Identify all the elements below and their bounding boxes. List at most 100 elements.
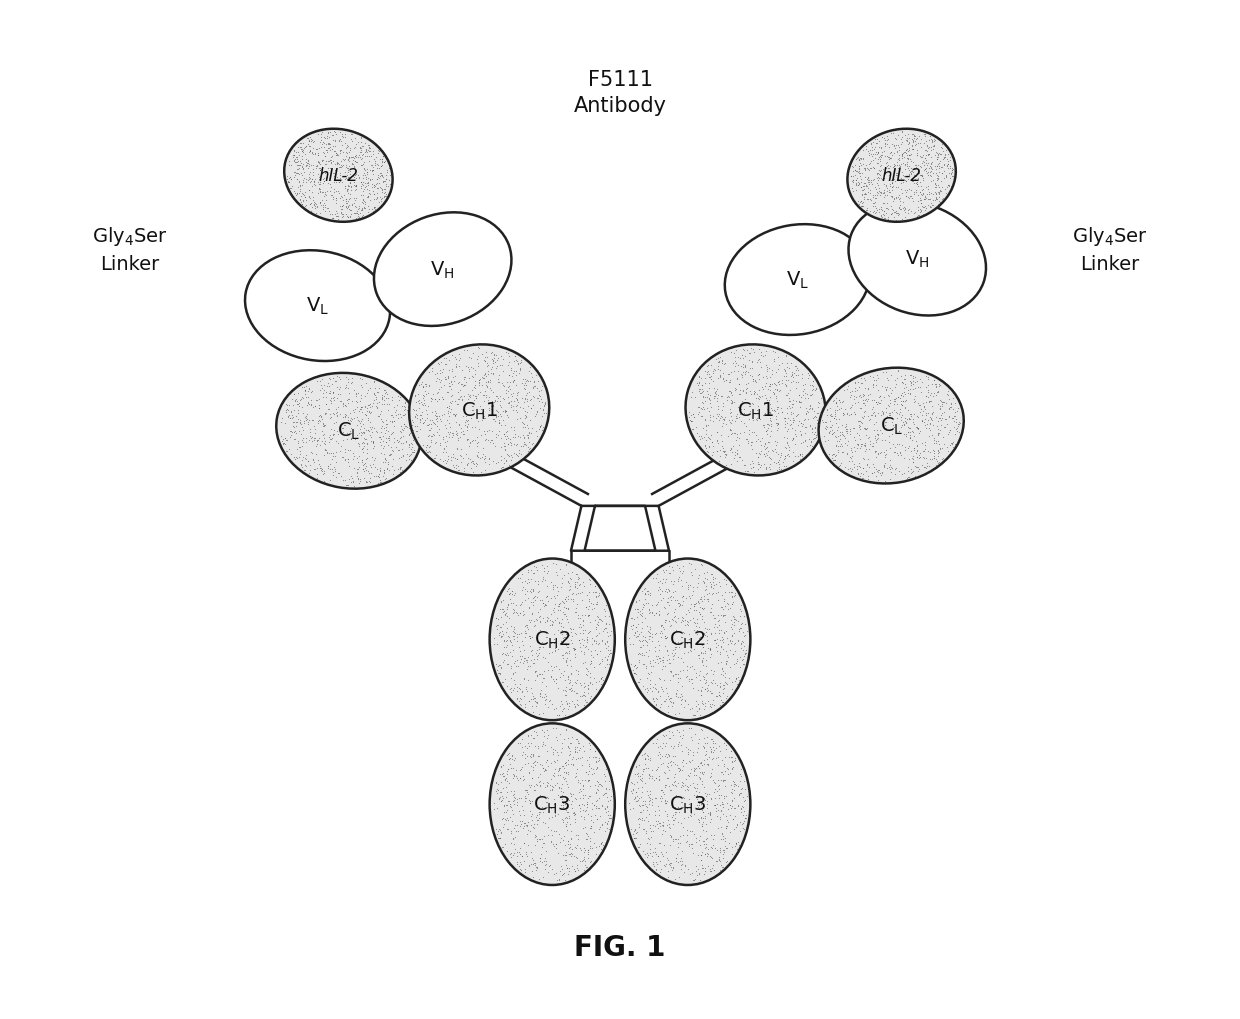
Point [924,450,944,467]
Point [647,849,667,865]
Point [924,372,944,388]
Point [439,379,459,395]
Point [322,149,342,165]
Point [631,625,651,641]
Point [787,367,807,383]
Point [874,196,894,212]
Point [580,741,600,757]
Point [708,607,728,624]
Point [391,424,410,440]
Point [569,571,589,587]
Point [286,152,306,168]
Point [866,378,885,394]
Point [584,797,604,813]
Point [345,166,365,182]
Point [368,160,388,176]
Point [434,441,454,458]
Point [928,172,947,189]
Point [704,391,724,408]
Point [324,184,343,201]
Point [584,765,604,782]
Point [533,760,553,776]
Point [713,395,733,412]
Point [496,404,516,420]
Point [587,627,606,643]
Point [937,147,957,163]
Point [357,181,377,198]
Point [703,685,723,701]
Point [868,170,888,186]
Point [892,369,911,385]
Point [692,394,712,411]
Point [689,732,709,748]
Point [580,573,600,589]
Point [505,829,525,846]
Point [711,862,730,878]
Point [733,357,753,373]
Point [761,363,781,379]
Point [331,159,351,175]
Point [682,672,702,688]
Point [320,401,340,418]
Point [766,415,786,431]
Point [565,604,585,621]
Point [295,415,315,431]
Point [368,167,388,183]
Point [538,864,558,880]
Point [671,597,691,613]
Point [414,413,434,429]
Point [577,600,596,616]
Point [931,147,951,163]
Point [381,446,401,463]
Point [529,832,549,848]
Point [644,771,663,788]
Point [863,189,883,205]
Point [445,461,465,477]
Point [889,194,909,210]
Point [332,449,352,466]
Point [497,596,517,612]
Point [717,818,737,835]
Point [296,198,316,214]
Point [578,694,598,710]
Point [651,699,671,715]
Point [353,139,373,155]
Point [936,185,956,202]
Point [553,620,573,636]
Point [822,423,842,439]
Point [743,455,763,472]
Point [570,804,590,820]
Point [465,366,485,382]
Point [575,692,595,708]
Point [526,663,546,680]
Point [687,703,707,719]
Point [599,648,619,664]
Point [496,812,516,828]
Point [887,144,906,160]
Point [901,127,921,144]
Point [491,784,511,800]
Point [703,580,723,596]
Point [908,449,928,466]
Point [460,434,480,450]
Point [591,653,611,669]
Point [290,154,310,170]
Text: $\mathrm{C}_\mathrm{H}1$: $\mathrm{C}_\mathrm{H}1$ [737,399,774,421]
Point [534,761,554,777]
Point [936,168,956,184]
Point [717,819,737,836]
Point [644,571,663,587]
Point [341,405,361,421]
Point [629,654,649,671]
Point [521,562,541,579]
Point [487,621,507,637]
Point [506,823,526,840]
Point [703,745,723,761]
Point [577,794,596,810]
Point [722,634,742,650]
Point [508,394,528,411]
Point [360,419,379,435]
Point [632,678,652,694]
Point [668,675,688,691]
Point [512,375,532,391]
